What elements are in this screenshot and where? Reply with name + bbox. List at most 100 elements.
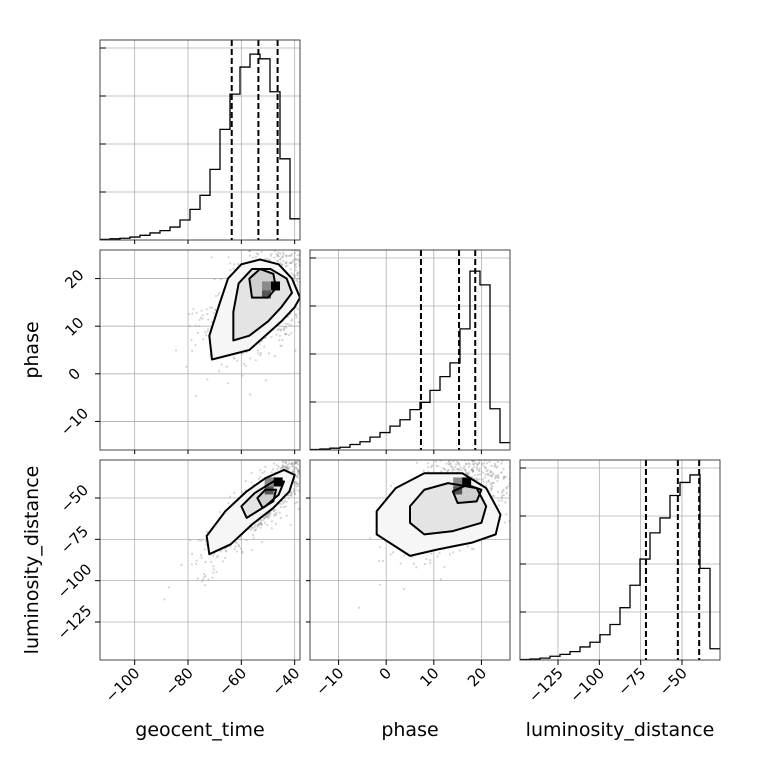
sample-point: [500, 453, 502, 455]
sample-point: [326, 439, 328, 441]
sample-point: [457, 468, 460, 471]
sample-point: [464, 472, 468, 475]
sample-point: [516, 455, 518, 457]
sample-point: [251, 526, 254, 529]
sample-point: [283, 202, 285, 204]
sample-point: [244, 480, 248, 483]
sample-point: [443, 441, 445, 443]
sample-point: [321, 428, 323, 430]
sample-point: [466, 452, 468, 454]
sample-point: [276, 468, 279, 471]
sample-point: [463, 450, 465, 452]
sample-point: [468, 462, 471, 466]
sample-point: [495, 455, 497, 457]
sample-point: [465, 462, 468, 465]
sample-point: [471, 460, 474, 463]
sample-point: [273, 355, 277, 358]
sample-point: [295, 455, 297, 457]
sample-point: [293, 461, 297, 464]
sample-point: [466, 434, 468, 436]
sample-point: [471, 470, 474, 473]
sample-point: [484, 466, 487, 469]
sample-point: [528, 457, 530, 459]
sample-point: [317, 317, 319, 319]
sample-point: [301, 456, 303, 458]
sample-point: [255, 528, 258, 531]
sample-point: [316, 263, 318, 265]
sample-point: [292, 487, 296, 490]
sample-point: [474, 473, 477, 477]
sample-point: [543, 475, 545, 477]
sample-point: [204, 560, 207, 564]
sample-point: [294, 263, 297, 266]
sample-point: [502, 494, 505, 497]
sample-point: [316, 262, 318, 264]
sample-point: [330, 224, 332, 226]
sample-point: [429, 558, 432, 562]
density-contour: [256, 488, 277, 509]
sample-point: [302, 240, 304, 242]
sample-point: [491, 472, 495, 475]
sample-point: [206, 530, 209, 534]
sample-point: [222, 246, 224, 248]
sample-point: [281, 255, 284, 259]
sample-point: [304, 473, 306, 475]
sample-point: [291, 465, 294, 468]
sample-point: [297, 321, 300, 324]
sample-point: [486, 472, 490, 476]
sample-point: [275, 252, 278, 256]
sample-point: [471, 460, 475, 463]
sample-point: [430, 464, 434, 467]
sample-point: [284, 326, 288, 329]
sample-point: [300, 325, 302, 327]
sample-point: [242, 362, 246, 365]
sample-point: [233, 263, 236, 266]
sample-point: [192, 308, 195, 311]
sample-point: [496, 460, 499, 464]
sample-point: [450, 458, 452, 460]
sample-point: [499, 471, 502, 475]
sample-point: [502, 476, 506, 479]
sample-point: [471, 467, 474, 470]
sample-point: [487, 479, 490, 482]
sample-point: [267, 352, 271, 355]
sample-point: [279, 261, 282, 265]
sample-point: [267, 515, 270, 518]
sample-point: [479, 456, 481, 458]
sample-point: [270, 471, 274, 474]
sample-point: [345, 246, 347, 248]
sample-point: [260, 521, 263, 524]
panel-frame: [99, 249, 301, 451]
sample-point: [268, 216, 270, 218]
sample-point: [313, 460, 315, 462]
sample-point: [445, 462, 448, 465]
sample-point: [194, 344, 197, 347]
sample-point: [336, 226, 338, 228]
sample-point: [311, 428, 313, 430]
sample-point: [293, 462, 297, 465]
sample-point: [512, 444, 514, 446]
sample-point: [280, 466, 283, 469]
sample-point: [545, 432, 547, 434]
sample-point: [492, 494, 495, 497]
sample-point: [391, 551, 395, 554]
sample-point: [297, 271, 300, 275]
sample-point: [451, 468, 454, 471]
sample-point: [493, 452, 495, 454]
sample-point: [311, 470, 313, 472]
sample-point: [522, 510, 524, 512]
y-tick-label: 0: [65, 365, 84, 384]
sample-point: [251, 533, 255, 536]
sample-point: [497, 430, 499, 432]
sample-point: [512, 452, 514, 454]
sample-point: [490, 489, 493, 492]
sample-point: [326, 263, 328, 265]
sample-point: [277, 465, 280, 468]
sample-point: [297, 472, 300, 476]
sample-point: [491, 473, 494, 476]
sample-point: [487, 473, 490, 476]
sample-point: [399, 562, 402, 565]
sample-point: [303, 431, 305, 433]
sample-point: [261, 471, 264, 475]
sample-point: [291, 465, 295, 468]
